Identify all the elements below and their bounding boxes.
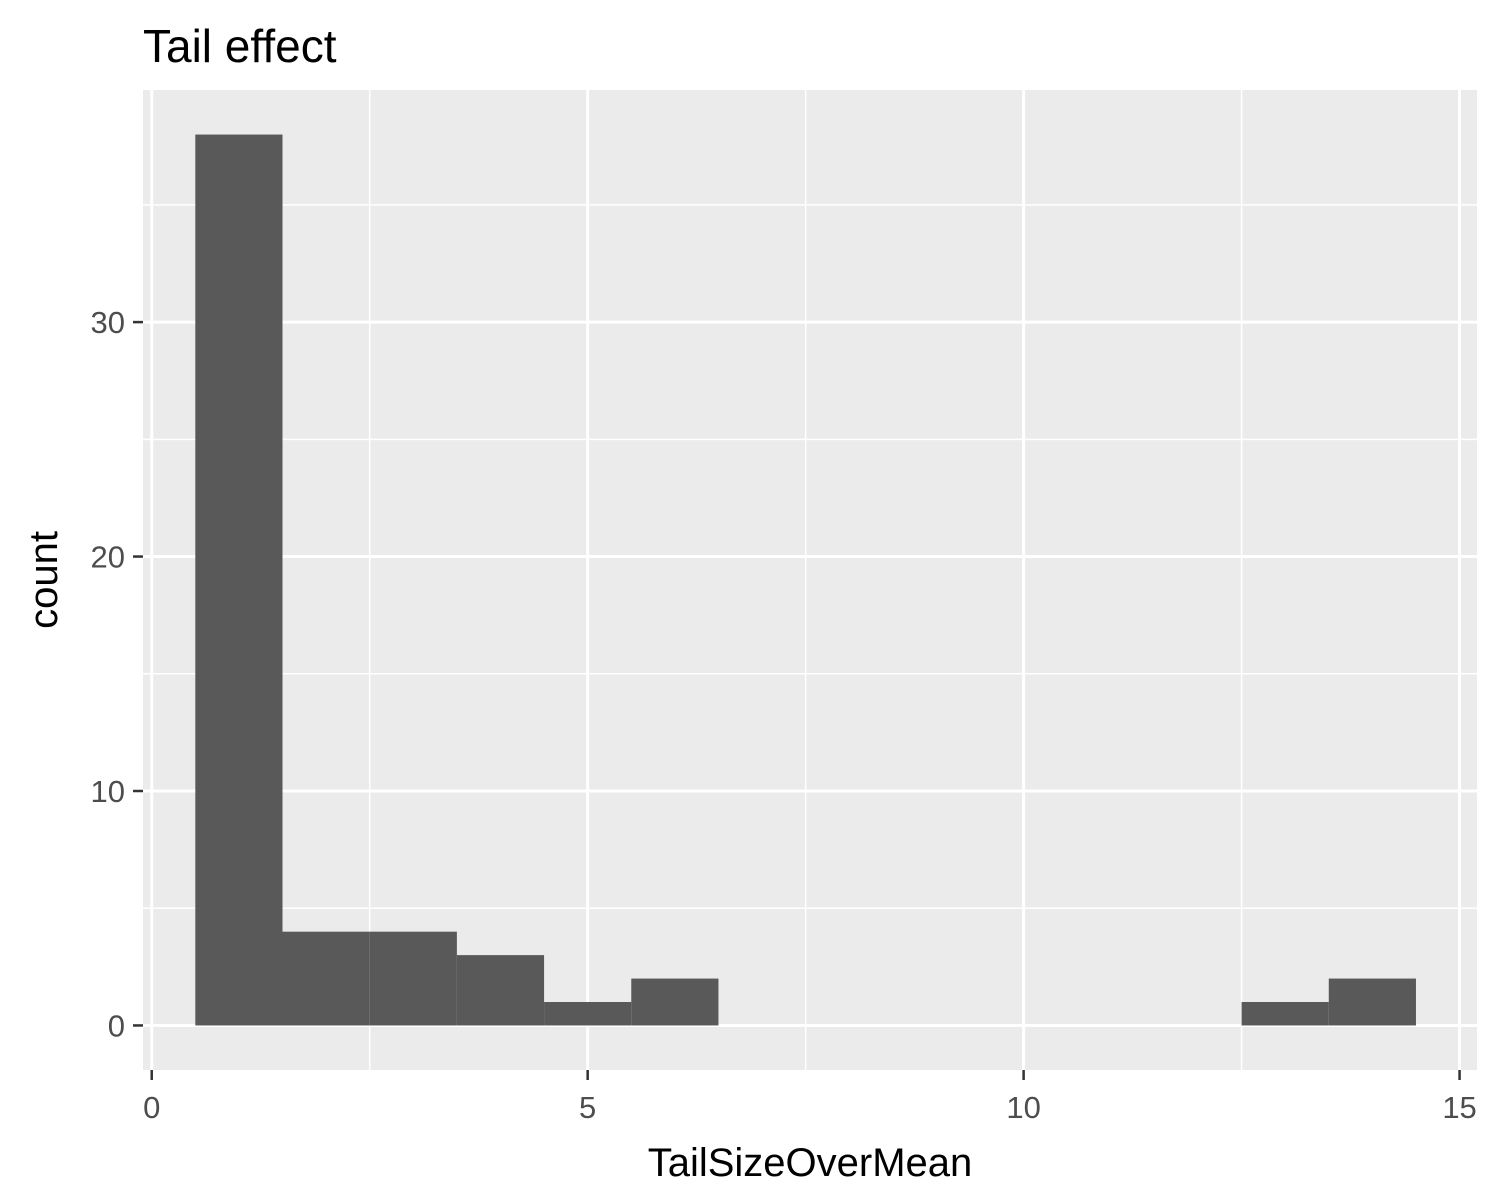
histogram-bar bbox=[631, 978, 719, 1026]
plot-panel bbox=[143, 90, 1477, 1070]
histogram-bars bbox=[195, 134, 1416, 1026]
x-tick-label: 0 bbox=[143, 1090, 160, 1125]
minor-gridlines bbox=[143, 90, 1477, 1070]
histogram-bar bbox=[456, 955, 545, 1026]
y-axis-title: count bbox=[22, 531, 66, 629]
y-tick-label: 10 bbox=[91, 774, 125, 809]
histogram-bar bbox=[1241, 1002, 1329, 1026]
histogram-bar bbox=[195, 134, 283, 1026]
y-axis: 0 10 20 30 bbox=[91, 305, 143, 1043]
histogram-bar bbox=[1328, 978, 1416, 1026]
histogram-bar bbox=[282, 931, 370, 1026]
y-tick-label: 0 bbox=[108, 1008, 125, 1043]
x-axis: 0 5 10 15 bbox=[143, 1070, 1477, 1125]
x-tick-label: 10 bbox=[1006, 1090, 1040, 1125]
histogram-bar bbox=[369, 931, 457, 1026]
y-tick-label: 30 bbox=[91, 305, 125, 340]
x-tick-label: 15 bbox=[1442, 1090, 1476, 1125]
x-tick-label: 5 bbox=[579, 1090, 596, 1125]
x-axis-title: TailSizeOverMean bbox=[648, 1141, 973, 1185]
y-tick-label: 20 bbox=[91, 540, 125, 575]
chart-title: Tail effect bbox=[143, 20, 337, 72]
histogram-bar bbox=[544, 1002, 632, 1026]
